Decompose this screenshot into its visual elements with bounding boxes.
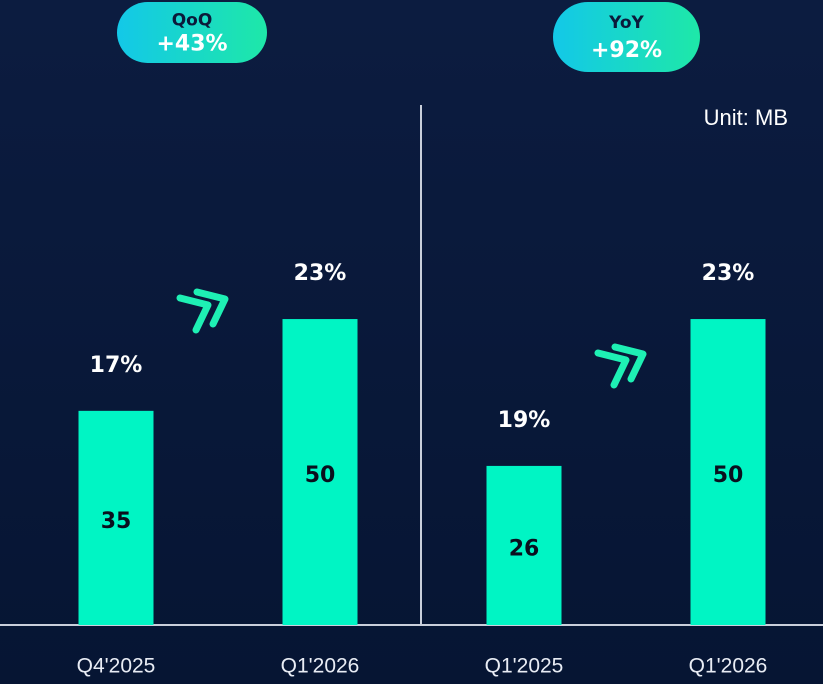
- value-label: 50: [305, 463, 336, 488]
- value-label: 35: [101, 509, 132, 534]
- badge-value: +43%: [156, 32, 227, 57]
- growth-arrow: [594, 343, 647, 389]
- badge: [117, 2, 267, 63]
- x-tick-label: Q1'2026: [281, 655, 360, 678]
- bar: [282, 319, 358, 625]
- share-label: 23%: [702, 261, 755, 286]
- badge-title: QoQ: [172, 10, 213, 30]
- value-label: 50: [713, 463, 744, 488]
- value-label: 26: [509, 536, 540, 561]
- unit-label: Unit: MB: [704, 105, 788, 130]
- share-label: 17%: [90, 353, 143, 378]
- badge-value: +92%: [591, 38, 662, 63]
- bar: [486, 465, 562, 625]
- bar: [690, 319, 766, 625]
- x-tick-label: Q4'2025: [77, 655, 156, 678]
- badge: [553, 2, 700, 72]
- x-tick-label: Q1'2026: [689, 655, 768, 678]
- share-label: 23%: [294, 261, 347, 286]
- x-tick-label: Q1'2025: [485, 655, 564, 678]
- badge-title: YoY: [608, 13, 644, 33]
- growth-arrow: [176, 288, 229, 334]
- share-label: 19%: [498, 408, 551, 433]
- bar: [78, 410, 154, 625]
